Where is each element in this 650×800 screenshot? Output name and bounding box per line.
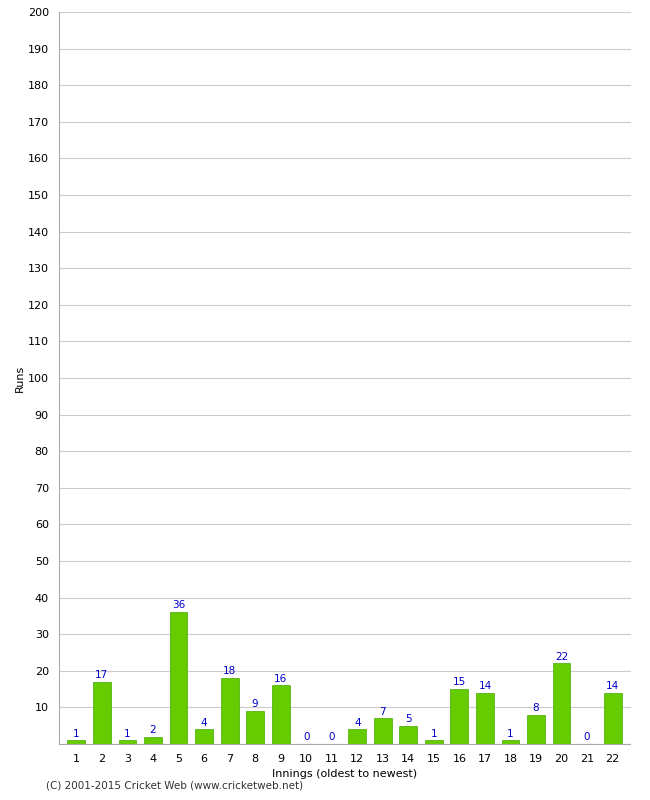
Text: 0: 0 (328, 732, 335, 742)
Text: 15: 15 (453, 678, 466, 687)
Text: 7: 7 (380, 706, 386, 717)
Text: (C) 2001-2015 Cricket Web (www.cricketweb.net): (C) 2001-2015 Cricket Web (www.cricketwe… (46, 781, 303, 790)
Bar (93, 682, 111, 744)
Y-axis label: Runs: Runs (15, 364, 25, 392)
Bar (144, 737, 162, 744)
Bar (425, 740, 443, 744)
Text: 5: 5 (405, 714, 411, 724)
Text: 14: 14 (478, 681, 491, 691)
Text: 16: 16 (274, 674, 287, 684)
Bar (220, 678, 239, 744)
Text: 36: 36 (172, 601, 185, 610)
Bar (118, 740, 136, 744)
Text: 4: 4 (201, 718, 207, 727)
Text: 8: 8 (533, 703, 540, 713)
Text: 0: 0 (303, 732, 309, 742)
Bar (195, 730, 213, 744)
Text: 4: 4 (354, 718, 361, 727)
Bar (604, 693, 621, 744)
Bar (170, 612, 187, 744)
Text: 1: 1 (124, 729, 131, 738)
Text: 22: 22 (555, 652, 568, 662)
Text: 17: 17 (96, 670, 109, 680)
Text: 2: 2 (150, 725, 156, 735)
Bar (348, 730, 366, 744)
Text: 18: 18 (223, 666, 236, 676)
Bar (552, 663, 571, 744)
Bar (502, 740, 519, 744)
Bar (450, 689, 469, 744)
Bar (476, 693, 494, 744)
Text: 14: 14 (606, 681, 619, 691)
Text: 0: 0 (584, 732, 590, 742)
Bar (527, 714, 545, 744)
Text: 9: 9 (252, 699, 259, 710)
Bar (272, 686, 290, 744)
Bar (68, 740, 85, 744)
Bar (374, 718, 392, 744)
Text: 1: 1 (73, 729, 80, 738)
Bar (399, 726, 417, 744)
Text: 1: 1 (507, 729, 514, 738)
Bar (246, 711, 264, 744)
Text: 1: 1 (430, 729, 437, 738)
X-axis label: Innings (oldest to newest): Innings (oldest to newest) (272, 770, 417, 779)
